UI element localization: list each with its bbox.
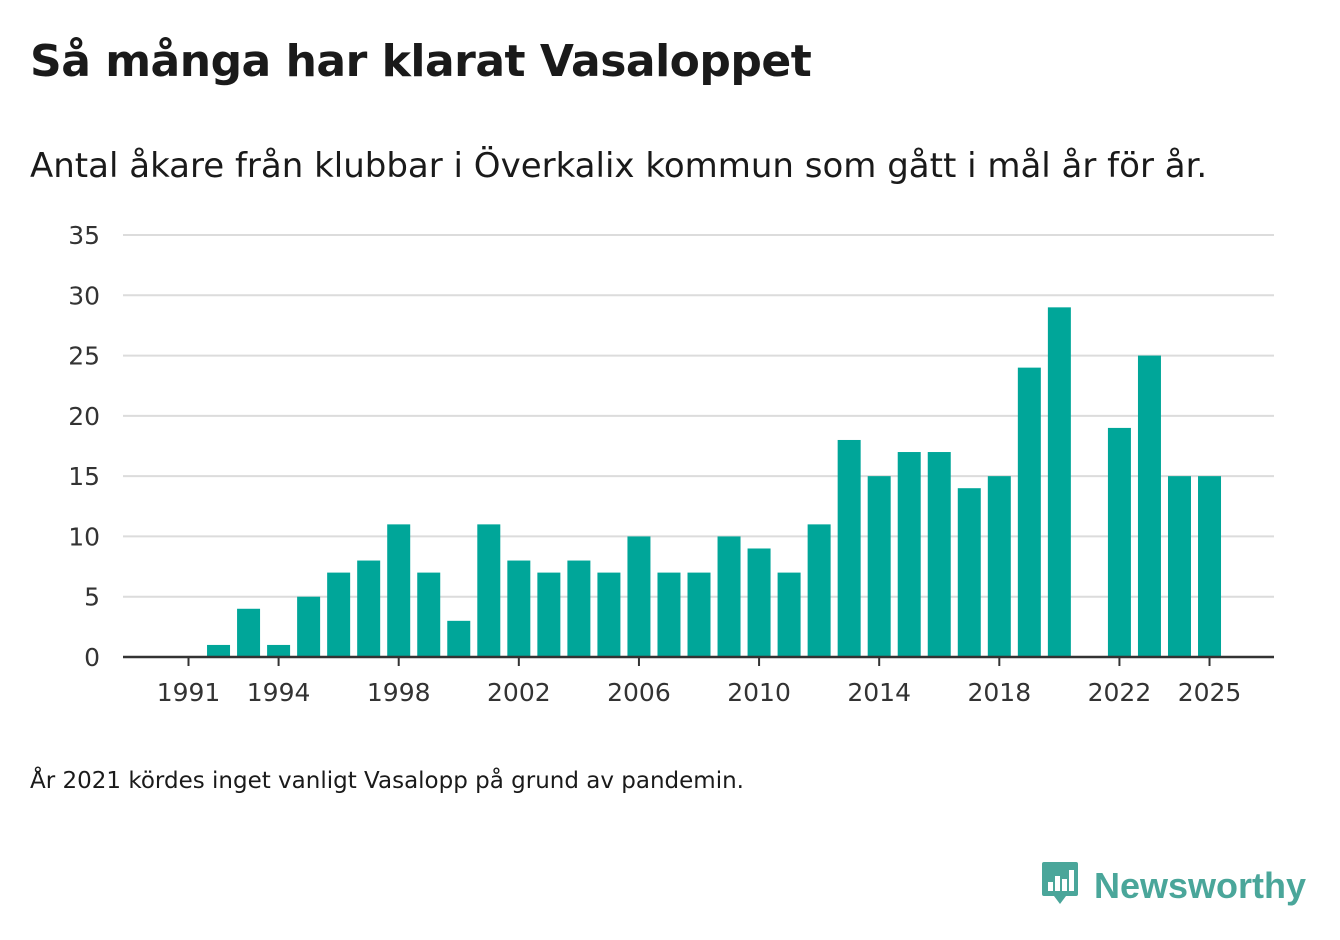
bar-2020 (1047, 307, 1071, 657)
x-tick-label: 1994 (247, 678, 311, 707)
y-tick-label: 20 (68, 402, 100, 431)
x-tick-label: 2018 (967, 678, 1031, 707)
bar-2011 (777, 572, 801, 657)
y-tick-label: 15 (68, 462, 100, 491)
bar-1996 (327, 572, 351, 657)
bar-1999 (417, 572, 441, 657)
bar-2019 (1017, 367, 1041, 657)
x-tick-label: 2006 (607, 678, 671, 707)
y-tick-label: 25 (68, 342, 100, 371)
bars (207, 307, 1222, 657)
bar-1992 (207, 644, 231, 657)
bar-2024 (1167, 476, 1191, 657)
bar-2007 (657, 572, 681, 657)
bar-2018 (987, 476, 1011, 657)
y-tick-label: 10 (68, 522, 100, 551)
bar-2014 (867, 476, 891, 657)
bar-2013 (837, 439, 861, 657)
bar-2012 (807, 524, 831, 657)
bar-2008 (687, 572, 711, 657)
bar-2025 (1198, 476, 1222, 657)
x-tick-label: 2010 (727, 678, 791, 707)
bar-1995 (297, 596, 321, 657)
bar-2006 (627, 536, 651, 657)
bar-2022 (1107, 427, 1131, 657)
bar-2016 (927, 452, 951, 657)
bar-2017 (957, 488, 981, 657)
bar-2009 (717, 536, 741, 657)
grid-lines (123, 234, 1274, 598)
x-tick-label: 2002 (487, 678, 551, 707)
bar-1998 (387, 524, 411, 657)
brand-name: Newsworthy (1093, 865, 1306, 906)
y-tick-label: 35 (68, 221, 100, 250)
y-tick-label: 0 (84, 643, 100, 672)
bar-2023 (1137, 355, 1161, 657)
bar-2015 (897, 452, 921, 657)
chart-title: Så många har klarat Vasaloppet (30, 36, 812, 87)
x-tick-label: 2022 (1088, 678, 1152, 707)
x-tick-label: 1998 (367, 678, 431, 707)
chart-subtitle: Antal åkare från klubbar i Överkalix kom… (30, 146, 1208, 186)
x-tick-label: 1991 (157, 678, 221, 707)
bar-2010 (747, 548, 771, 657)
bar-1994 (267, 644, 291, 657)
bar-2000 (447, 620, 471, 657)
bar-2001 (477, 524, 501, 657)
x-tick-label: 2025 (1178, 678, 1242, 707)
y-tick-label: 5 (84, 583, 100, 612)
bar-2003 (537, 572, 561, 657)
bar-2004 (567, 560, 591, 657)
brand[interactable]: Newsworthy (1040, 860, 1306, 912)
bar-1997 (357, 560, 381, 657)
newsworthy-logo-icon (1040, 860, 1080, 912)
bar-1993 (237, 608, 261, 657)
footnote: År 2021 kördes inget vanligt Vasalopp på… (30, 768, 744, 794)
bar-2002 (507, 560, 531, 657)
y-tick-label: 30 (68, 281, 100, 310)
x-tick-label: 2014 (847, 678, 911, 707)
bar-2005 (597, 572, 621, 657)
